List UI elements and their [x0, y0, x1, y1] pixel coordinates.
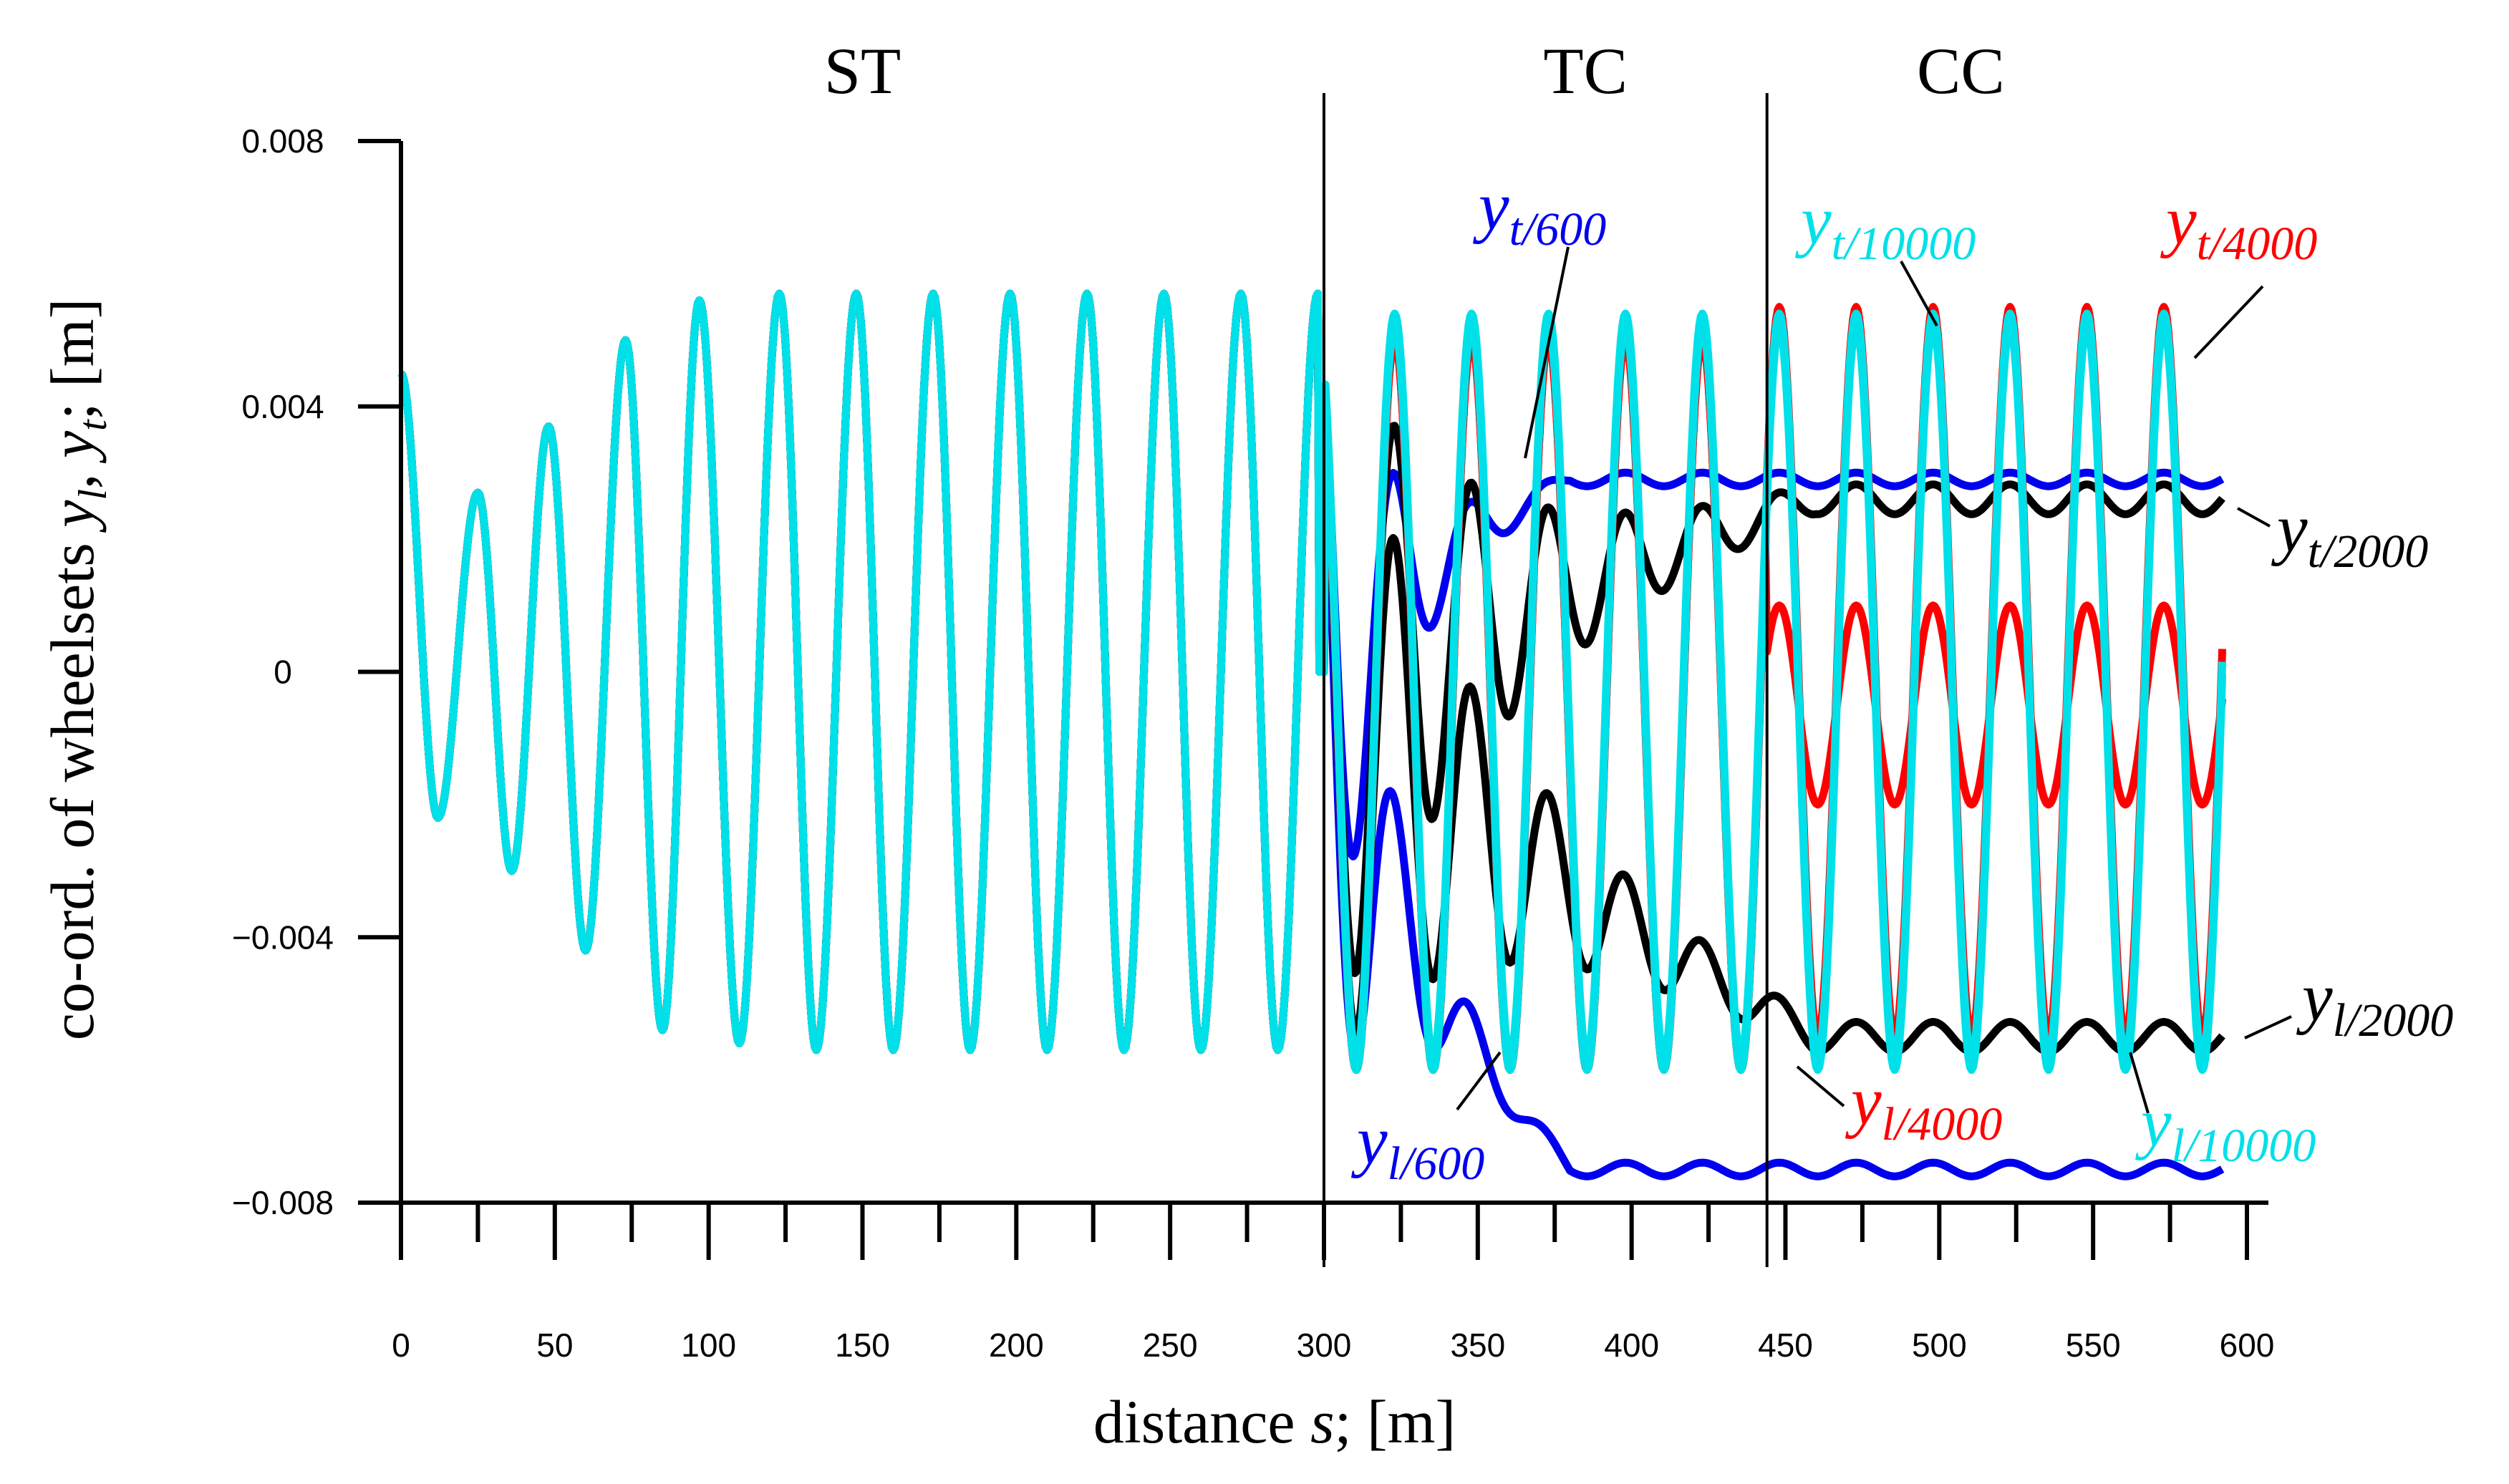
ticks: 0.008 0.004 0 −0.004 −0.008 0 50 100 150 200 250 30… — [232, 122, 2274, 1364]
label-leader-yt600 — [1524, 246, 1570, 459]
series-label-yl600: yl/600 — [1350, 1102, 1484, 1190]
y-tick-label: 0.008 — [241, 122, 324, 160]
x-axis-title: distance s; [m] — [1093, 1387, 1456, 1456]
x-tick-label: 250 — [1143, 1327, 1198, 1364]
y-tick-label: −0.004 — [232, 918, 334, 956]
series-labels: yt/600 yl/600 yt/10000 yt/4000 yt/2000 yl/200… — [1350, 168, 2453, 1190]
region-label-cc: CC — [1917, 34, 2005, 107]
x-tick-label: 400 — [1604, 1327, 1659, 1364]
plot-lines — [397, 289, 2227, 1180]
series-label-yt600: yt/600 — [1472, 168, 1606, 256]
y-tick-label: 0.004 — [241, 388, 324, 425]
region-label-st: ST — [824, 34, 901, 107]
y-tick-label: −0.008 — [232, 1184, 334, 1221]
x-tick-label: 0 — [392, 1327, 410, 1364]
label-leader-yl600 — [1456, 1051, 1502, 1111]
x-tick-label: 500 — [1912, 1327, 1967, 1364]
region-labels: ST TC CC — [824, 34, 2005, 107]
series-line-y_l-10000 — [397, 289, 2227, 1075]
label-leader-yt2000 — [2237, 507, 2271, 528]
label-leader-yl10000 — [2129, 1052, 2150, 1114]
label-leader-yt10000 — [1900, 261, 1938, 326]
series-label-yl10000: yl/10000 — [2135, 1084, 2316, 1172]
x-tick-label: 200 — [989, 1327, 1044, 1364]
x-tick-label: 350 — [1450, 1327, 1505, 1364]
x-tick-label: 150 — [835, 1327, 890, 1364]
y-tick-label: 0 — [274, 654, 292, 691]
x-tick-label: 600 — [2220, 1327, 2275, 1364]
label-leader-yl4000 — [1796, 1065, 1845, 1107]
x-tick-label: 300 — [1297, 1327, 1352, 1364]
series-label-yt4000: yt/4000 — [2160, 182, 2317, 270]
label-leader-yt4000 — [2193, 285, 2264, 359]
y-axis-title: co-ord. of wheelsets yl, yt; [m] — [38, 299, 115, 1040]
x-tick-label: 100 — [681, 1327, 736, 1364]
x-tick-label: 550 — [2066, 1327, 2121, 1364]
series-label-yl2000: yl/2000 — [2296, 959, 2453, 1047]
label-leader-yl2000 — [2244, 1015, 2292, 1039]
series-label-yt10000: yt/10000 — [1794, 182, 1976, 270]
series-label-yt2000: yt/2000 — [2271, 490, 2428, 578]
x-tick-label: 450 — [1758, 1327, 1813, 1364]
x-tick-label: 50 — [536, 1327, 573, 1364]
series-label-yl4000: yl/4000 — [1845, 1062, 2002, 1150]
region-label-tc: TC — [1543, 34, 1628, 107]
series-line-y_l-600 — [397, 289, 2225, 1180]
